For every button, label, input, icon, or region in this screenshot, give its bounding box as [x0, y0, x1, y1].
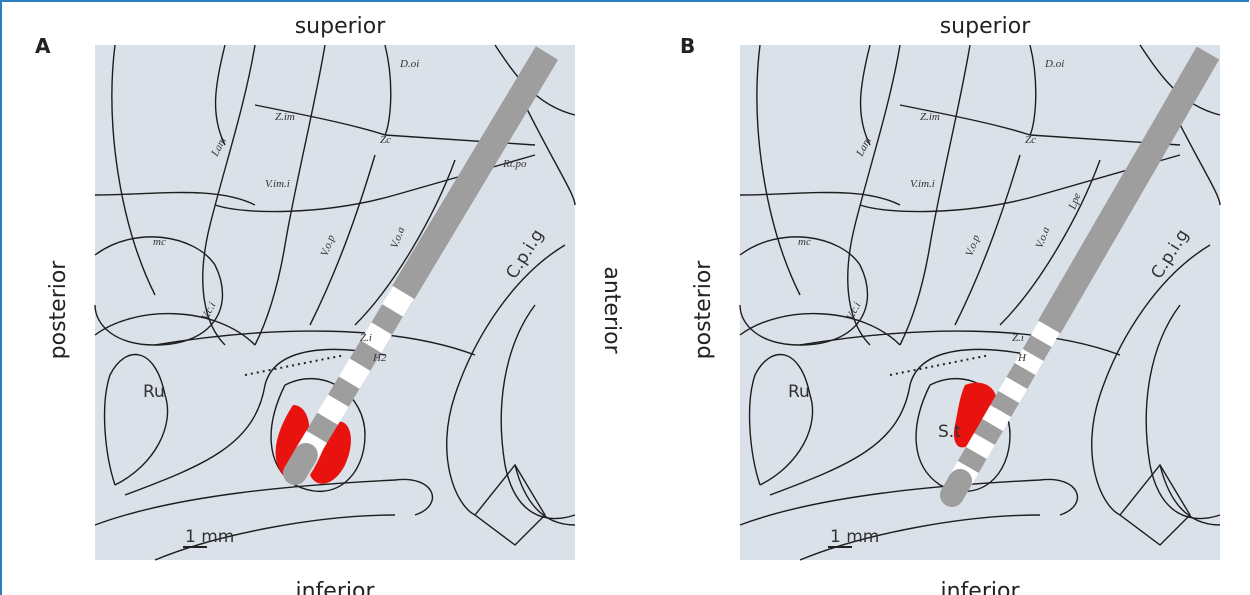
electrode-contact [317, 419, 328, 437]
electrode-contact [360, 347, 371, 365]
electrode-contact [1033, 341, 1041, 355]
electrode-spacer [1025, 355, 1033, 369]
structure-label: H [1017, 352, 1027, 364]
electrode-contact [382, 310, 393, 328]
electrode-spacer [349, 365, 360, 383]
structure-label: S.t [938, 422, 961, 442]
electrode-spacer [1009, 383, 1017, 397]
orientation-superior: superior [295, 14, 387, 39]
electrode-contact [984, 425, 992, 439]
structure-label: Rt.po [502, 158, 527, 170]
electrode-spacer [993, 411, 1001, 425]
structure-label: mc [798, 236, 811, 248]
electrode-spacer [1041, 327, 1049, 341]
structure-label: Zc [1025, 134, 1036, 146]
electrode-contact [968, 453, 976, 467]
scale-bar-label: 1 mm [185, 527, 234, 547]
structure-label: Ru [788, 382, 810, 402]
structure-label: Z.im [920, 111, 940, 123]
electrode-spacer [328, 401, 339, 419]
structure-label: mc [153, 236, 166, 248]
scale-bar-label: 1 mm [830, 527, 879, 547]
figure: Asuperior inferior posterior anterior D.oi Z.… [0, 0, 1250, 595]
electrode-spacer [976, 439, 984, 453]
orientation-posterior: posterior [46, 260, 71, 360]
electrode-contact [952, 481, 960, 495]
panel-label: A [35, 34, 51, 58]
electrode-spacer [371, 329, 382, 347]
orientation-anterior: anterior [599, 266, 624, 354]
structure-label: Z.i [360, 332, 372, 344]
structure-label: H2 [372, 352, 387, 364]
electrode-contact [1017, 369, 1025, 383]
structure-label: D.oi [1044, 58, 1064, 70]
structure-label: Z.im [275, 111, 295, 123]
electrode-spacer [393, 292, 404, 310]
structure-label: Zc [380, 134, 391, 146]
orientation-inferior: inferior [941, 579, 1021, 595]
structure-label: V.im.i [910, 178, 935, 190]
electrode-contact [295, 455, 306, 473]
orientation-inferior: inferior [296, 579, 376, 595]
structure-label: V.im.i [265, 178, 290, 190]
orientation-posterior: posterior [691, 260, 716, 360]
structure-label: Ru [143, 382, 165, 402]
panel-label: B [680, 34, 695, 58]
electrode-contact [1001, 397, 1009, 411]
structure-label: Z.i [1012, 332, 1024, 344]
electrode-contact [338, 383, 349, 401]
structure-label: D.oi [399, 58, 419, 70]
orientation-superior: superior [940, 14, 1032, 39]
